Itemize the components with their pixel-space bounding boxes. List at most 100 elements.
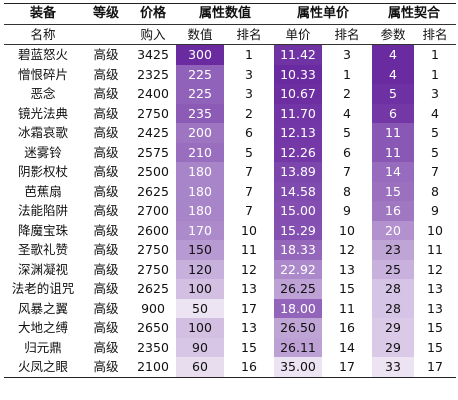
- fit-rank-cell: 9: [431, 203, 439, 219]
- fit-rank-cell: 7: [431, 164, 439, 180]
- price-cell: 2350: [137, 339, 169, 355]
- level-cell: 高级: [93, 125, 119, 141]
- table-row: 风暴之翼 高级 900 50 17 18.00 11 28 13: [4, 298, 456, 318]
- header-equipment: 装备: [4, 3, 82, 25]
- unit-price-cell: 26.11: [274, 337, 322, 357]
- table-row: 深渊凝视 高级 2750 120 12 22.92 13 25 12: [4, 259, 456, 279]
- value-rank-cell: 13: [241, 320, 257, 336]
- name-cell: 降魔宝珠: [17, 222, 68, 238]
- subheader-fit-param: 参数: [372, 24, 414, 45]
- level-cell: 高级: [93, 183, 119, 199]
- unit-price-cell: 26.50: [274, 318, 322, 338]
- table-row: 迷雾铃 高级 2575 210 5 12.26 6 11 5: [4, 142, 456, 162]
- fit-param-cell: 29: [372, 337, 414, 357]
- table-row: 碧蓝怒火 高级 3425 300 1 11.42 3 4 1: [4, 44, 456, 65]
- price-cell: 3425: [137, 47, 169, 63]
- unit-price-cell: 11.70: [274, 103, 322, 123]
- value-rank-cell: 17: [241, 300, 257, 316]
- name-cell: 阴影权杖: [17, 164, 68, 180]
- fit-param-cell: 11: [372, 123, 414, 143]
- unit-price-cell: 18.00: [274, 298, 322, 318]
- unit-price-rank-cell: 5: [343, 125, 351, 141]
- price-cell: 2750: [137, 261, 169, 277]
- price-cell: 2750: [137, 105, 169, 121]
- table-row: 法老的诅咒 高级 2625 100 13 26.25 15 28 13: [4, 279, 456, 299]
- value-cell: 235: [176, 103, 224, 123]
- fit-rank-cell: 12: [427, 261, 443, 277]
- value-rank-cell: 6: [245, 125, 253, 141]
- sub-header-row: 名称 购入 数值 排名 单价 排名 参数 排名: [4, 24, 456, 45]
- price-cell: 2425: [137, 125, 169, 141]
- value-rank-cell: 12: [241, 261, 257, 277]
- fit-rank-cell: 11: [427, 242, 443, 258]
- price-cell: 2500: [137, 164, 169, 180]
- fit-rank-cell: 13: [427, 281, 443, 297]
- value-cell: 300: [176, 44, 224, 65]
- unit-price-rank-cell: 2: [343, 86, 351, 102]
- table-row: 冰霜哀歌 高级 2425 200 6 12.13 5 11 5: [4, 123, 456, 143]
- fit-param-cell: 28: [372, 298, 414, 318]
- value-rank-cell: 1: [245, 47, 253, 63]
- fit-param-cell: 23: [372, 240, 414, 260]
- price-cell: 2575: [137, 144, 169, 160]
- value-cell: 90: [176, 337, 224, 357]
- subheader-purchase: 购入: [130, 24, 176, 45]
- unit-price-rank-cell: 16: [339, 320, 355, 336]
- unit-price-rank-cell: 9: [343, 203, 351, 219]
- unit-price-cell: 11.42: [274, 44, 322, 65]
- value-cell: 50: [176, 298, 224, 318]
- table-row: 芭蕉扇 高级 2625 180 7 14.58 8 15 8: [4, 181, 456, 201]
- value-rank-cell: 15: [241, 339, 257, 355]
- table-body: 碧蓝怒火 高级 3425 300 1 11.42 3 4 1 憎恨碎片 高级 2325 225 3 10.3…: [4, 44, 456, 378]
- value-cell: 180: [176, 201, 224, 221]
- value-rank-cell: 13: [241, 281, 257, 297]
- fit-rank-cell: 15: [427, 339, 443, 355]
- value-cell: 170: [176, 220, 224, 240]
- price-cell: 2650: [137, 320, 169, 336]
- price-cell: 2750: [137, 242, 169, 258]
- name-cell: 归元鼎: [24, 339, 62, 355]
- unit-price-cell: 18.33: [274, 240, 322, 260]
- unit-price-rank-cell: 15: [339, 281, 355, 297]
- fit-param-cell: 4: [372, 44, 414, 65]
- value-rank-cell: 2: [245, 105, 253, 121]
- value-cell: 225: [176, 84, 224, 104]
- value-rank-cell: 11: [241, 242, 257, 258]
- unit-price-cell: 35.00: [274, 357, 322, 378]
- unit-price-rank-cell: 17: [322, 357, 372, 378]
- name-cell: 火凤之眼: [4, 357, 82, 378]
- price-cell: 2325: [137, 66, 169, 82]
- fit-rank-cell: 15: [427, 320, 443, 336]
- price-cell: 900: [141, 300, 165, 316]
- name-cell: 冰霜哀歌: [17, 125, 68, 141]
- subheader-unit-price: 单价: [274, 24, 322, 45]
- table-row: 阴影权杖 高级 2500 180 7 13.89 7 14 7: [4, 162, 456, 182]
- name-cell: 镜光法典: [17, 105, 68, 121]
- header-attribute-value: 属性数值: [176, 3, 274, 25]
- level-cell: 高级: [93, 105, 119, 121]
- price-cell: 2600: [137, 222, 169, 238]
- subheader-unit-price-rank: 排名: [322, 24, 372, 45]
- subheader-level: [82, 24, 130, 45]
- level-cell: 高级: [93, 144, 119, 160]
- unit-price-rank-cell: 8: [343, 183, 351, 199]
- subheader-value-rank: 排名: [224, 24, 274, 45]
- fit-param-cell: 33: [372, 357, 414, 378]
- unit-price-cell: 14.58: [274, 181, 322, 201]
- header-level: 等级: [82, 3, 130, 25]
- unit-price-cell: 10.33: [274, 64, 322, 84]
- name-cell: 法老的诅咒: [11, 281, 75, 297]
- value-cell: 180: [176, 162, 224, 182]
- table-row: 恶念 高级 2400 225 3 10.67 2 5 3: [4, 84, 456, 104]
- unit-price-rank-cell: 1: [343, 66, 351, 82]
- value-rank-cell: 16: [224, 357, 274, 378]
- header-price: 价格: [130, 3, 176, 25]
- name-cell: 大地之缚: [17, 320, 68, 336]
- level-cell: 高级: [93, 242, 119, 258]
- name-cell: 法能陷阱: [17, 203, 68, 219]
- value-cell: 210: [176, 142, 224, 162]
- name-cell: 迷雾铃: [24, 144, 62, 160]
- level-cell: 高级: [93, 222, 119, 238]
- unit-price-cell: 15.29: [274, 220, 322, 240]
- table-row: 归元鼎 高级 2350 90 15 26.11 14 29 15: [4, 337, 456, 357]
